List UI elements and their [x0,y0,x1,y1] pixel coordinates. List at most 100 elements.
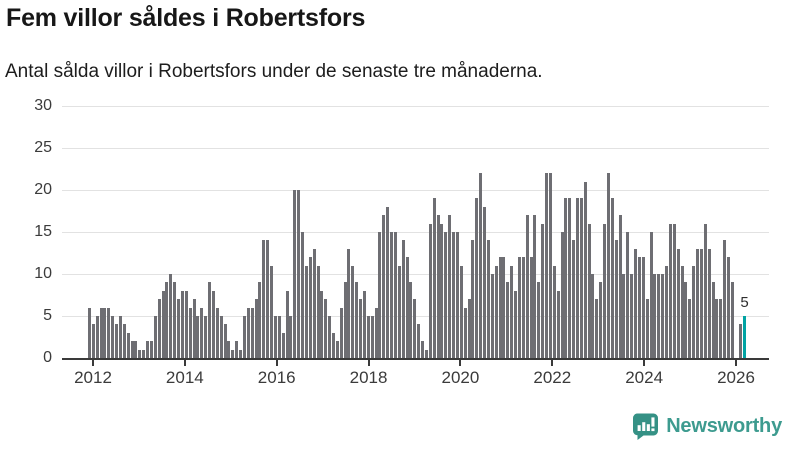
bar [502,257,506,358]
bar [157,299,161,358]
bar [568,198,572,358]
y-axis-tick-label: 25 [34,139,52,156]
bar [393,232,397,358]
bar [409,282,413,358]
bar [653,274,657,358]
bar [118,316,122,358]
bar [525,215,529,358]
bar [397,265,401,358]
bar [634,248,638,358]
bar [548,173,552,358]
bar [552,265,556,358]
bar [529,257,533,358]
bar [696,248,700,358]
bar [320,290,324,358]
bar [351,265,355,358]
bar [517,257,521,358]
y-axis-tick-label: 5 [43,307,52,324]
bar [215,307,219,358]
bar [235,341,239,358]
bar [227,341,231,358]
y-gridline [62,273,769,275]
bar [266,240,270,358]
bar [641,257,645,358]
bar [204,316,208,358]
x-axis-tickmark [459,360,462,366]
bar [343,282,347,358]
bar [289,316,293,358]
bar [595,299,599,358]
bar [99,307,103,358]
bar [359,299,363,358]
bar [463,307,467,358]
bar [564,198,568,358]
bar [258,282,262,358]
bar [618,215,622,358]
x-axis-tick-label: 2016 [257,368,296,387]
x-axis-tick-label: 2018 [349,368,388,387]
bar [556,290,560,358]
bar [200,307,204,358]
bar [572,240,576,358]
bar [692,265,696,358]
bar [250,307,254,358]
bar [219,316,223,358]
bar [657,274,661,358]
bar [88,307,91,358]
bar [231,349,235,358]
bar [626,232,630,358]
bar [161,290,165,358]
y-axis-tick-label: 30 [34,97,52,114]
bar [316,265,320,358]
x-axis-tick-label: 2022 [533,368,572,387]
bar [591,274,595,358]
x-axis-tick-label: 2014 [165,368,204,387]
bar [649,232,653,358]
bar [254,299,258,358]
bar [355,282,359,358]
x-axis-tick-label: 2024 [625,368,664,387]
bar [444,232,448,358]
bar [545,173,548,358]
bar [111,316,115,358]
x-axis-tick-label: 2020 [441,368,480,387]
bar [424,349,428,358]
bar [277,316,281,358]
bar [506,282,510,358]
bar [479,173,483,358]
bar [668,223,672,358]
bar [169,274,173,358]
bar [378,232,382,358]
bar [138,349,142,358]
bar [599,282,603,358]
bar [301,232,304,358]
x-axis-tickmark [367,360,370,366]
bar [467,299,471,358]
bar [297,190,301,358]
bar [688,299,692,358]
newsworthy-logo-link[interactable]: Newsworthy [632,412,782,441]
bar [107,307,111,358]
bar [498,257,502,358]
bar [126,332,130,358]
bar [405,257,409,358]
bar [680,265,684,358]
newsworthy-logo-icon [632,412,659,441]
bar [448,215,452,358]
bar [208,282,212,358]
bar [719,299,723,358]
bar [401,240,405,358]
bar [188,307,192,358]
bar [146,341,150,358]
bar [390,232,394,358]
highlighted-bar [742,316,746,358]
bar [270,265,274,358]
bar [149,341,153,358]
bar [575,198,579,358]
bar [440,223,444,358]
bar [471,240,475,358]
bar [428,223,432,358]
bar [699,248,703,358]
page-subtitle: Antal sålda villor i Robertsfors under d… [5,61,543,82]
y-gridline [62,147,769,149]
